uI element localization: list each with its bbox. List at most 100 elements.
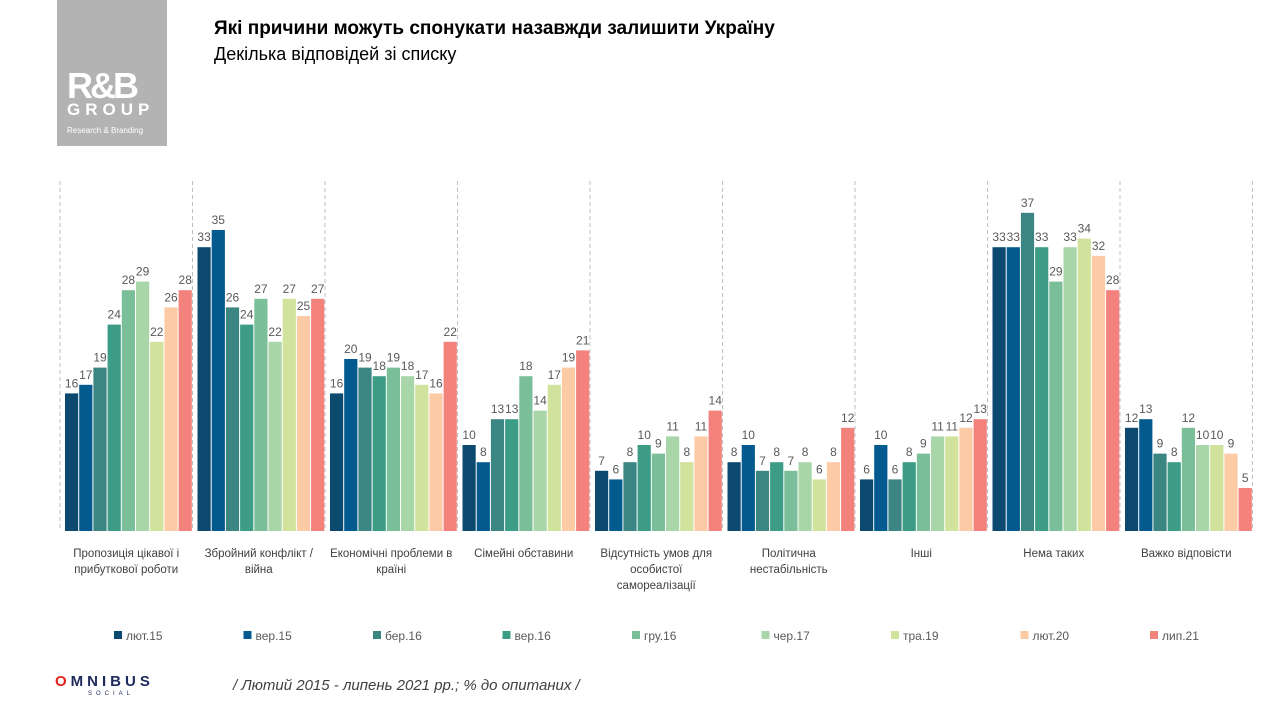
data-label: 17 xyxy=(415,368,429,382)
bars xyxy=(65,212,1252,532)
logo-rgb-text: R&B xyxy=(67,65,139,106)
data-label: 10 xyxy=(742,428,756,442)
data-label: 29 xyxy=(1049,265,1063,279)
data-label: 8 xyxy=(773,445,780,459)
bar xyxy=(476,462,490,531)
bar xyxy=(254,298,268,531)
bar xyxy=(770,462,784,531)
data-label: 28 xyxy=(179,273,193,287)
bar xyxy=(1077,238,1091,531)
logo-tagline: Research & Branding xyxy=(67,126,144,135)
data-label: 8 xyxy=(802,445,809,459)
bar xyxy=(79,384,93,531)
bar xyxy=(282,298,296,531)
bar xyxy=(1063,247,1077,531)
category-label: особистої xyxy=(630,564,683,576)
data-label: 6 xyxy=(816,462,823,476)
legend-label: вер.16 xyxy=(515,629,552,643)
data-label: 29 xyxy=(136,265,150,279)
data-label: 6 xyxy=(612,462,619,476)
data-label: 27 xyxy=(254,282,268,296)
bar xyxy=(197,247,211,531)
bar xyxy=(1006,247,1020,531)
data-label: 16 xyxy=(65,376,79,390)
bar xyxy=(1106,290,1120,531)
category-label: Важко відповісти xyxy=(1141,548,1232,560)
data-label: 19 xyxy=(387,351,401,365)
bar xyxy=(136,281,150,531)
legend-swatch xyxy=(1150,631,1158,639)
bar xyxy=(225,307,240,531)
bar xyxy=(798,462,812,531)
data-label: 18 xyxy=(373,359,387,373)
bar xyxy=(1153,453,1167,531)
legend-swatch xyxy=(502,631,511,639)
data-label: 14 xyxy=(533,394,547,408)
category-label: Нема таких xyxy=(1023,548,1084,560)
bar xyxy=(429,393,443,531)
legend-swatch xyxy=(243,631,252,639)
bar xyxy=(609,479,623,531)
data-label: 10 xyxy=(1196,428,1210,442)
data-label: 9 xyxy=(655,437,662,451)
bar xyxy=(1139,419,1153,531)
bar xyxy=(311,298,325,531)
bar xyxy=(1125,427,1139,531)
bar xyxy=(164,307,178,531)
bar xyxy=(211,230,225,531)
legend-label: лют.15 xyxy=(126,629,163,643)
omnibus-social-text: SOCIAL xyxy=(88,691,135,697)
data-label: 26 xyxy=(226,290,240,304)
data-label: 26 xyxy=(164,290,178,304)
bar xyxy=(107,324,121,531)
data-label: 8 xyxy=(906,445,913,459)
bar xyxy=(1196,445,1210,531)
bar xyxy=(462,445,476,531)
data-label: 11 xyxy=(666,419,679,433)
data-label: 11 xyxy=(946,419,959,433)
data-label: 24 xyxy=(240,308,254,322)
bar xyxy=(741,445,755,531)
category-label: країні xyxy=(376,564,406,576)
data-label: 8 xyxy=(480,445,487,459)
data-label: 11 xyxy=(695,419,708,433)
legend-label: чер.17 xyxy=(774,629,811,643)
data-label: 12 xyxy=(1125,411,1139,425)
bar xyxy=(296,316,311,531)
data-label: 19 xyxy=(562,351,576,365)
bar xyxy=(708,410,722,531)
bar xyxy=(1167,462,1181,531)
bar xyxy=(651,453,665,531)
data-label: 9 xyxy=(1228,437,1235,451)
logo-group-text: GROUP xyxy=(67,100,155,119)
bar xyxy=(443,341,457,531)
data-label: 14 xyxy=(709,394,723,408)
data-label: 17 xyxy=(79,368,93,382)
legend-label: бер.16 xyxy=(385,629,422,643)
bar xyxy=(812,479,826,531)
bar xyxy=(268,341,282,531)
bar xyxy=(401,376,415,531)
data-label: 9 xyxy=(920,437,927,451)
bar xyxy=(561,367,576,531)
data-label: 28 xyxy=(122,273,136,287)
data-label: 32 xyxy=(1092,239,1106,253)
data-label: 10 xyxy=(874,428,888,442)
category-label: Пропозиція цікавої і xyxy=(73,548,179,560)
data-label: 13 xyxy=(974,402,988,416)
data-label: 33 xyxy=(992,230,1006,244)
bar xyxy=(637,445,651,531)
bar xyxy=(623,462,637,531)
category-label: Політична xyxy=(762,548,817,560)
legend-label: лют.20 xyxy=(1033,629,1070,643)
category-label: самореалізації xyxy=(617,580,697,592)
bar xyxy=(931,436,945,531)
legend-swatch xyxy=(1020,631,1029,639)
bar xyxy=(330,393,344,531)
bar xyxy=(666,436,680,531)
bar xyxy=(1049,281,1063,531)
bar xyxy=(150,341,164,531)
bar xyxy=(1020,212,1035,532)
